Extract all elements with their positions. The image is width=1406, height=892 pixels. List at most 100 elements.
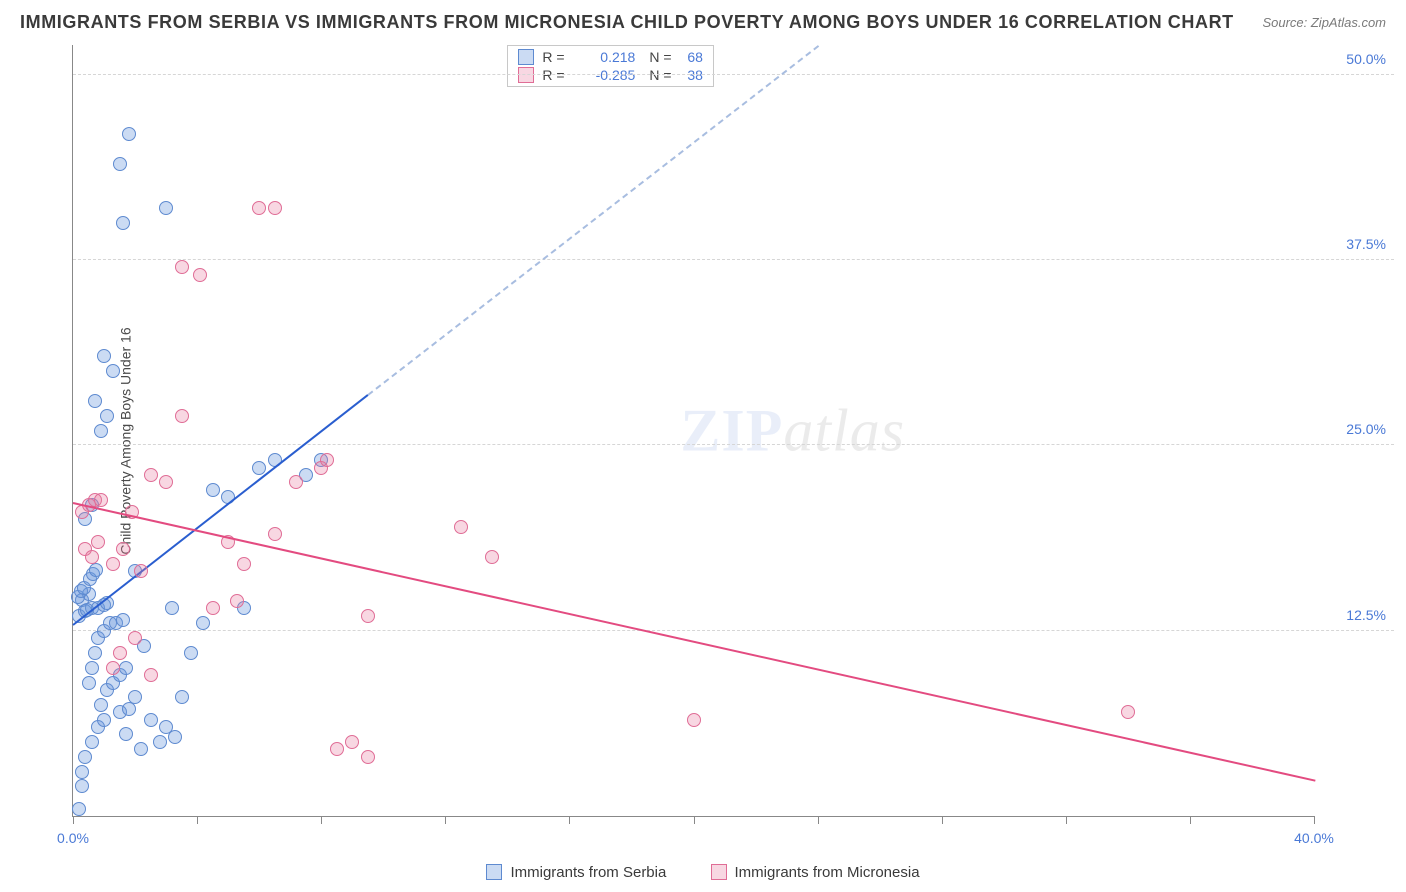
data-point: [113, 646, 127, 660]
data-point: [116, 542, 130, 556]
swatch-serbia-icon: [486, 864, 502, 880]
x-tick: [694, 816, 695, 824]
data-point: [94, 493, 108, 507]
swatch-micronesia-icon: [711, 864, 727, 880]
x-tick: [73, 816, 74, 824]
x-tick: [1314, 816, 1315, 824]
data-point: [119, 727, 133, 741]
data-point: [72, 802, 86, 816]
data-point: [113, 157, 127, 171]
n-value-micronesia: 38: [687, 67, 703, 83]
data-point: [268, 527, 282, 541]
data-point: [85, 550, 99, 564]
data-point: [78, 750, 92, 764]
data-point: [230, 594, 244, 608]
data-point: [75, 765, 89, 779]
data-point: [330, 742, 344, 756]
data-point: [128, 631, 142, 645]
n-label: N =: [649, 67, 679, 83]
y-tick-label: 50.0%: [1346, 51, 1386, 67]
data-point: [320, 453, 334, 467]
y-tick-label: 12.5%: [1346, 607, 1386, 623]
data-point: [252, 201, 266, 215]
n-value-serbia: 68: [687, 49, 703, 65]
plot-region: R = 0.218 N = 68 R = -0.285 N = 38 ZIPat…: [72, 45, 1314, 817]
data-point: [134, 564, 148, 578]
trend-line: [73, 502, 1315, 782]
data-point: [361, 750, 375, 764]
swatch-micronesia-icon: [518, 67, 534, 83]
x-tick: [818, 816, 819, 824]
data-point: [75, 779, 89, 793]
trend-line: [72, 394, 368, 626]
data-point: [252, 461, 266, 475]
n-label: N =: [649, 49, 679, 65]
data-point: [206, 601, 220, 615]
data-point: [89, 563, 103, 577]
data-point: [106, 364, 120, 378]
y-tick-label: 25.0%: [1346, 421, 1386, 437]
data-point: [159, 475, 173, 489]
data-point: [361, 609, 375, 623]
correlation-legend: R = 0.218 N = 68 R = -0.285 N = 38: [507, 45, 714, 87]
data-point: [485, 550, 499, 564]
r-value-serbia: 0.218: [580, 49, 635, 65]
data-point: [106, 661, 120, 675]
series-legend: Immigrants from Serbia Immigrants from M…: [0, 864, 1406, 885]
swatch-serbia-icon: [518, 49, 534, 65]
data-point: [134, 742, 148, 756]
x-tick: [942, 816, 943, 824]
r-label: R =: [542, 49, 572, 65]
data-point: [687, 713, 701, 727]
data-point: [206, 483, 220, 497]
watermark-atlas: atlas: [783, 397, 905, 463]
legend-label-serbia: Immigrants from Serbia: [510, 864, 666, 881]
legend-row-micronesia: R = -0.285 N = 38: [518, 66, 703, 84]
trend-line: [367, 45, 818, 395]
data-point: [153, 735, 167, 749]
source-label: Source: ZipAtlas.com: [1262, 15, 1386, 30]
x-tick-label: 40.0%: [1294, 830, 1334, 846]
data-point: [122, 127, 136, 141]
data-point: [289, 475, 303, 489]
data-point: [144, 468, 158, 482]
data-point: [175, 690, 189, 704]
data-point: [116, 216, 130, 230]
data-point: [193, 268, 207, 282]
data-point: [128, 690, 142, 704]
data-point: [184, 646, 198, 660]
x-tick: [445, 816, 446, 824]
data-point: [88, 394, 102, 408]
gridline: [73, 74, 1394, 75]
watermark: ZIPatlas: [680, 396, 905, 465]
chart-title: IMMIGRANTS FROM SERBIA VS IMMIGRANTS FRO…: [20, 12, 1234, 33]
data-point: [345, 735, 359, 749]
data-point: [116, 613, 130, 627]
data-point: [97, 713, 111, 727]
x-tick: [321, 816, 322, 824]
y-tick-label: 37.5%: [1346, 236, 1386, 252]
gridline: [73, 259, 1394, 260]
data-point: [159, 201, 173, 215]
gridline: [73, 444, 1394, 445]
legend-item-micronesia: Immigrants from Micronesia: [711, 864, 920, 881]
x-tick: [1066, 816, 1067, 824]
data-point: [97, 349, 111, 363]
data-point: [168, 730, 182, 744]
data-point: [85, 661, 99, 675]
data-point: [119, 661, 133, 675]
chart-area: Child Poverty Among Boys Under 16 R = 0.…: [50, 45, 1394, 837]
gridline: [73, 630, 1394, 631]
watermark-zip: ZIP: [680, 397, 783, 463]
data-point: [94, 424, 108, 438]
data-point: [268, 201, 282, 215]
data-point: [175, 409, 189, 423]
legend-row-serbia: R = 0.218 N = 68: [518, 48, 703, 66]
data-point: [144, 713, 158, 727]
data-point: [1121, 705, 1135, 719]
data-point: [100, 409, 114, 423]
x-tick-label: 0.0%: [57, 830, 89, 846]
r-value-micronesia: -0.285: [580, 67, 635, 83]
data-point: [175, 260, 189, 274]
data-point: [94, 698, 108, 712]
